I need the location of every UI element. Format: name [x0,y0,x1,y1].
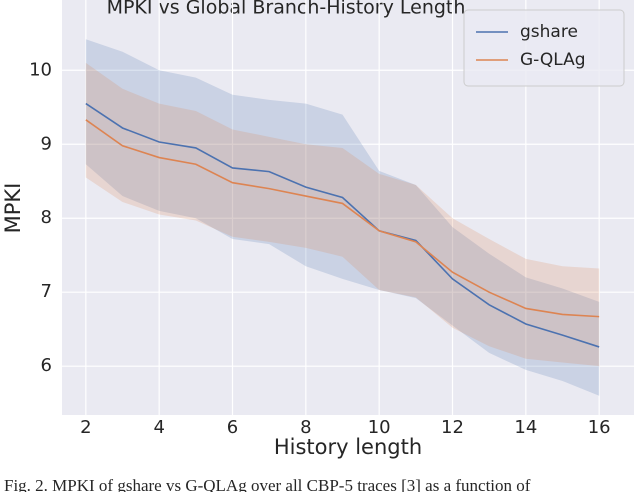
error-band [85,39,600,396]
x-tick-label: 16 [588,417,611,438]
y-tick-label: 6 [41,355,52,376]
x-tick-label: 4 [153,417,164,438]
x-tick-label: 10 [368,417,391,438]
y-tick-label: 10 [29,59,52,80]
x-tick-label: 2 [80,417,91,438]
legend-box [463,9,625,87]
caption: Fig. 2. MPKI of gshare vs G-QLAg over al… [4,476,531,492]
x-tick-label: 14 [514,417,537,438]
line [85,119,600,318]
line [85,102,600,348]
y-tick-label: 7 [41,281,52,302]
y-tick-label: 8 [41,207,52,228]
x-axis-title: History length [274,435,422,459]
legend-label: G-QLAg [520,50,586,70]
y-axis-title: MPKI [1,183,25,234]
legend-label: gshare [520,22,578,42]
x-tick-label: 8 [300,417,311,438]
error-band [85,62,600,367]
chart-title: MPKI vs Global Branch-History Length [107,0,466,19]
x-tick-label: 12 [441,417,464,438]
x-tick-label: 6 [227,417,238,438]
y-tick-label: 9 [41,133,52,154]
